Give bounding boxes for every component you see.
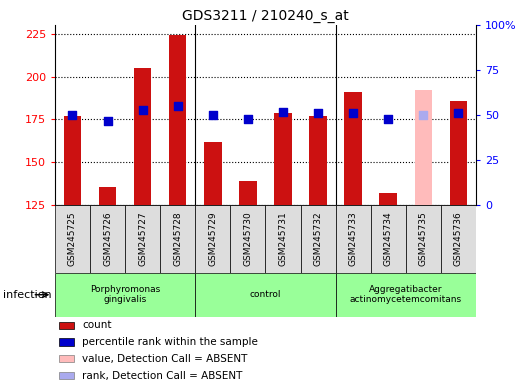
Text: GSM245728: GSM245728	[173, 212, 182, 266]
Bar	[55, 273, 195, 317]
Bar	[99, 187, 116, 205]
Point	[104, 118, 112, 124]
Bar	[195, 273, 336, 317]
Bar	[344, 92, 362, 205]
Bar	[380, 194, 397, 205]
Text: GSM245736: GSM245736	[454, 212, 463, 266]
Point	[419, 112, 427, 118]
Point	[244, 116, 252, 122]
Bar	[450, 101, 467, 205]
Text: GSM245734: GSM245734	[384, 212, 393, 266]
Bar	[59, 372, 74, 379]
Bar	[59, 321, 74, 329]
Bar	[90, 205, 125, 273]
Text: Porphyromonas
gingivalis: Porphyromonas gingivalis	[90, 285, 160, 305]
Bar	[134, 68, 151, 205]
Point	[454, 110, 462, 116]
Point	[384, 116, 392, 122]
Bar	[441, 205, 476, 273]
Text: control: control	[249, 290, 281, 299]
Text: value, Detection Call = ABSENT: value, Detection Call = ABSENT	[82, 354, 248, 364]
Text: percentile rank within the sample: percentile rank within the sample	[82, 337, 258, 347]
Bar	[371, 205, 406, 273]
Text: rank, Detection Call = ABSENT: rank, Detection Call = ABSENT	[82, 371, 243, 381]
Text: GSM245732: GSM245732	[314, 212, 323, 266]
Bar	[309, 116, 327, 205]
Point	[314, 110, 322, 116]
Text: GSM245735: GSM245735	[419, 212, 428, 266]
Text: GSM245730: GSM245730	[243, 212, 253, 266]
Title: GDS3211 / 210240_s_at: GDS3211 / 210240_s_at	[182, 8, 349, 23]
Text: GSM245733: GSM245733	[349, 212, 358, 266]
Text: count: count	[82, 320, 112, 330]
Bar	[160, 205, 195, 273]
Point	[349, 110, 357, 116]
Point	[279, 109, 287, 115]
Bar	[59, 338, 74, 346]
Text: GSM245731: GSM245731	[278, 212, 288, 266]
Bar	[230, 205, 265, 273]
Bar	[336, 205, 371, 273]
Point	[209, 112, 217, 118]
Bar	[64, 116, 81, 205]
Bar	[55, 205, 90, 273]
Bar	[265, 205, 301, 273]
Text: GSM245729: GSM245729	[208, 212, 217, 266]
Bar	[415, 90, 432, 205]
Bar	[195, 205, 230, 273]
Bar	[59, 355, 74, 362]
Point	[174, 103, 182, 109]
Bar	[125, 205, 160, 273]
Text: infection: infection	[3, 290, 51, 300]
Bar	[336, 273, 476, 317]
Point	[139, 107, 147, 113]
Point	[69, 112, 77, 118]
Bar	[274, 113, 292, 205]
Bar	[169, 35, 187, 205]
Bar	[406, 205, 441, 273]
Bar	[239, 181, 257, 205]
Text: GSM245725: GSM245725	[68, 212, 77, 266]
Text: GSM245727: GSM245727	[138, 212, 147, 266]
Text: GSM245726: GSM245726	[103, 212, 112, 266]
Bar	[204, 142, 222, 205]
Bar	[301, 205, 336, 273]
Text: Aggregatibacter
actinomycetemcomitans: Aggregatibacter actinomycetemcomitans	[350, 285, 462, 305]
